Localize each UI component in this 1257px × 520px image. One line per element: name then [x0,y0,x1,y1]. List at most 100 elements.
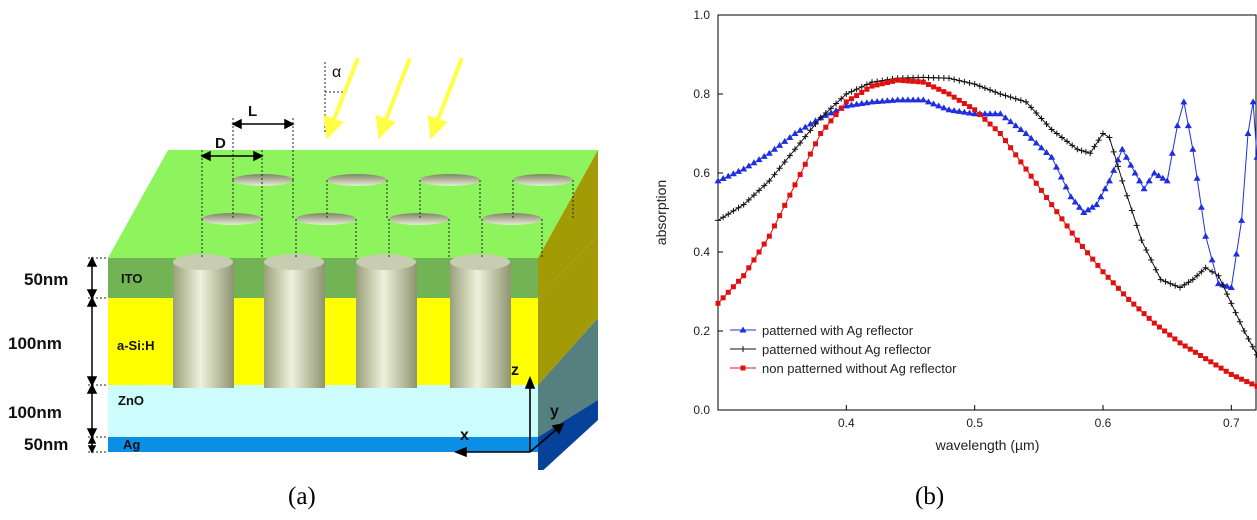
data-point [1105,177,1113,184]
data-point [1007,94,1014,101]
data-point [842,102,850,109]
data-point [935,74,942,81]
data-point [1202,264,1209,271]
series-2 [715,77,1257,389]
data-point [1101,185,1109,192]
data-point [1241,328,1248,334]
data-point [1177,340,1183,346]
pillar-row [173,254,511,388]
data-point [822,109,829,116]
data-point [1233,374,1239,380]
data-point [1043,148,1051,155]
series-1 [715,74,1257,358]
data-point [1162,278,1169,285]
data-point [802,133,809,140]
data-point [919,96,927,103]
x-axis-label: wavelength (µm) [935,437,1040,453]
data-point [1151,320,1157,326]
data-point [771,171,778,178]
data-point [730,284,736,290]
data-point [976,83,983,90]
data-point [873,98,881,105]
data-point [868,98,876,105]
data-point [838,105,844,111]
data-point [920,79,926,85]
data-point [715,217,721,224]
data-point [776,165,783,172]
x-tick-label: 0.4 [838,416,855,430]
data-point [1033,109,1040,116]
side-face-ito [538,150,598,298]
data-point [956,77,963,84]
data-point [1095,137,1102,144]
data-point [905,78,911,84]
data-point [1084,206,1092,213]
data-point [730,207,737,214]
data-point [1177,284,1183,291]
solar-cell-structure-diagram: L D α 50nm 100nm 100nm 50nm ITO a-Si:H Z… [8,57,598,470]
data-point [1209,268,1216,275]
data-point [971,110,979,117]
data-point [991,110,999,117]
y-tick-label: 0.8 [693,87,710,101]
data-point [1254,351,1257,358]
guide-lines [88,62,574,453]
side-face-zno [538,318,598,437]
data-point [879,81,885,87]
data-point [756,187,763,194]
data-point [1193,174,1201,181]
data-point [838,95,845,102]
data-point [848,88,855,95]
data-point [1053,130,1060,137]
data-point [977,112,983,118]
data-point [909,96,917,103]
data-point [787,192,793,198]
data-point [720,214,727,221]
data-point [1095,262,1101,268]
data-point [914,96,922,103]
data-point [967,104,973,110]
data-point [791,130,799,136]
data-point [910,78,916,84]
data-point [1023,166,1029,172]
series-0 [714,96,1257,291]
data-point [806,120,814,127]
data-point [1219,281,1226,288]
data-point [899,96,907,103]
data-point [941,89,947,95]
data-point [1069,230,1075,236]
absorption-chart: 0.0 0.2 0.4 0.6 0.8 1.0 0.4 0.5 0.6 0.7 wavelength… [653,8,1257,453]
data-point [930,74,937,81]
data-point [904,96,912,103]
data-point [1100,269,1106,275]
data-point [1157,276,1164,283]
y-tick-label: 0.2 [693,324,710,338]
top-surface [108,150,598,258]
data-point [1032,139,1040,146]
data-point [1208,359,1214,365]
data-point [1198,352,1204,358]
data-point [1156,324,1162,330]
data-point [833,100,840,107]
data-point [1227,284,1235,291]
data-point [1022,130,1030,136]
legend-marker [740,346,746,352]
data-point [987,121,993,127]
data-point [1244,130,1252,136]
data-point [745,196,752,203]
data-point [1038,187,1044,193]
layer-ag [108,437,538,452]
data-point [1124,192,1131,199]
data-point [1168,149,1176,156]
data-point [786,133,794,140]
data-point [900,78,906,84]
data-point [1017,126,1025,133]
data-point [981,110,989,117]
data-point [1167,280,1174,287]
data-point [1208,256,1216,263]
y-tick-label: 0.0 [693,403,710,417]
data-point [1180,98,1188,105]
data-point [1001,114,1009,121]
data-point [1213,362,1219,368]
data-point [890,78,896,84]
